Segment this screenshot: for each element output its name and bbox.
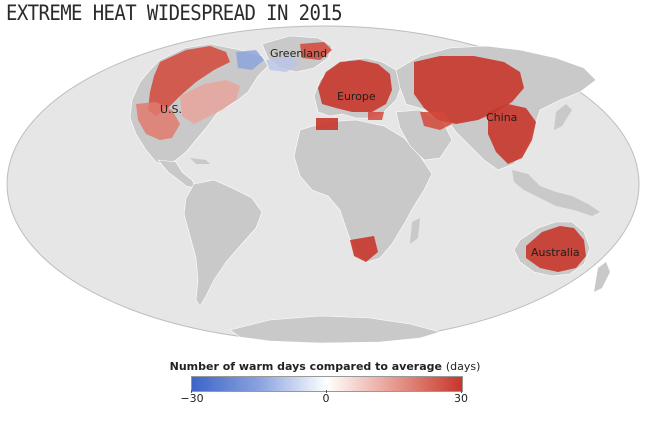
landmass-south-america	[183, 179, 263, 307]
anomaly-us-east	[180, 80, 240, 124]
landmass-africa	[293, 119, 433, 263]
anomaly-greenland	[300, 42, 332, 60]
label-china: China	[486, 111, 517, 124]
anomaly-us-west	[136, 102, 180, 140]
anomaly-canada-cool-2	[266, 56, 300, 72]
landmass-southeast-asia	[512, 170, 600, 216]
anomaly-canada-cool	[236, 50, 264, 70]
anomaly-north-america-west	[148, 46, 230, 116]
anomaly-southern-africa	[350, 236, 378, 262]
anomaly-overlays	[136, 42, 586, 272]
anomaly-asia	[414, 56, 524, 124]
landmass-caribbean	[190, 158, 210, 164]
anomaly-middle-east	[420, 112, 452, 130]
anomaly-australia	[526, 226, 586, 272]
map-title: EXTREME HEAT WIDESPREAD IN 2015	[6, 1, 343, 26]
anomaly-italy	[368, 112, 384, 120]
landmass-antarctica	[229, 315, 442, 344]
label-australia: Australia	[531, 246, 580, 259]
anomaly-china	[488, 104, 536, 164]
landmass-madagascar	[410, 218, 420, 244]
anomaly-iberia	[316, 118, 338, 130]
landmass-japan	[554, 104, 572, 130]
anomaly-europe	[318, 60, 392, 112]
label-us: U.S.	[160, 103, 182, 116]
label-greenland: Greenland	[270, 47, 327, 60]
label-europe: Europe	[337, 90, 376, 103]
landmass-new-zealand	[594, 262, 610, 292]
